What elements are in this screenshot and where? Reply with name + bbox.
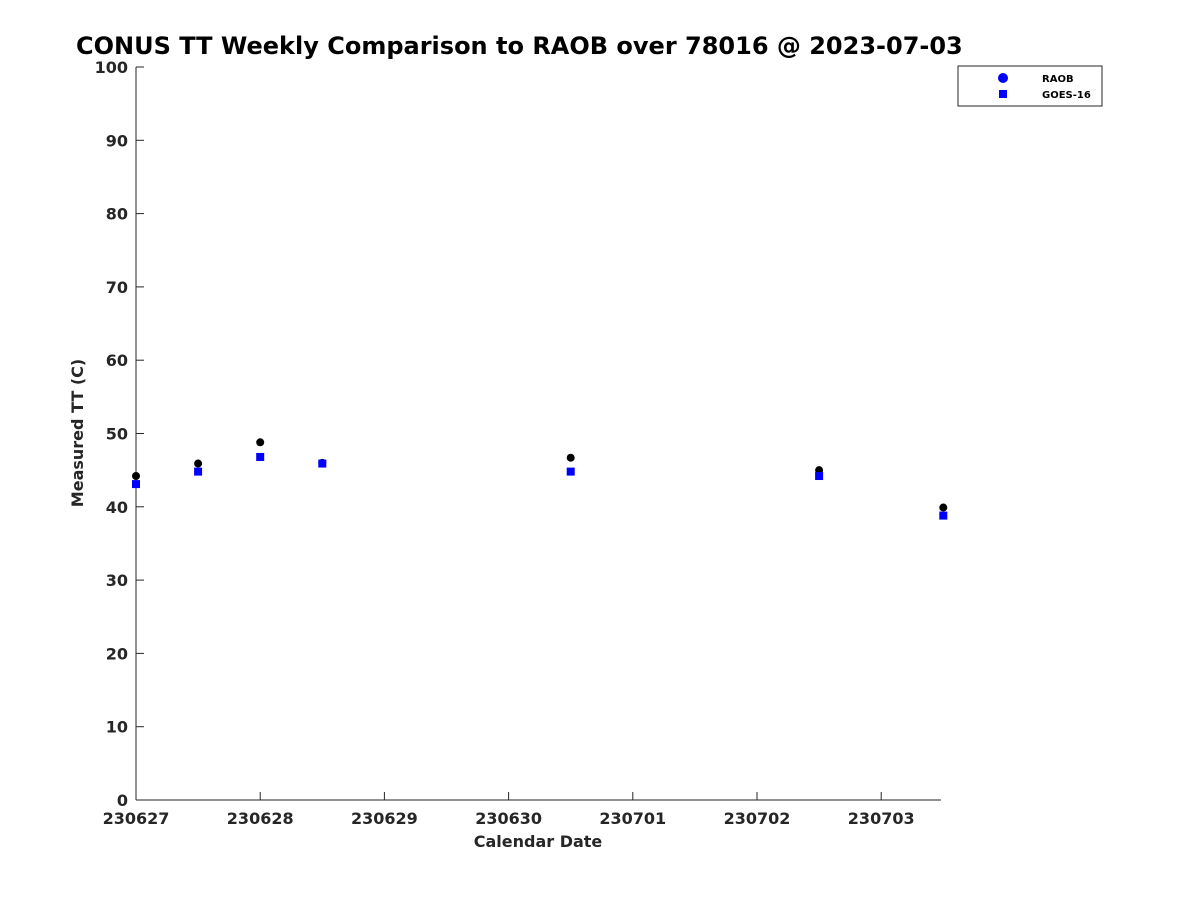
data-point [256,438,265,447]
x-tick-label: 230703 [848,809,915,828]
series-layer [132,438,948,520]
y-axis-label: Measured TT (C) [68,359,87,507]
x-tick-label: 230628 [227,809,294,828]
data-point [256,452,265,461]
series-raob [132,438,948,512]
data-point [939,503,948,512]
x-axis: 230627 230628 230629 230630 230701 230702 2307… [103,792,941,828]
y-tick-label: 50 [106,425,128,444]
data-point [194,467,203,476]
data-point [194,459,203,468]
series-goes-16 [132,452,948,520]
chart-title: CONUS TT Weekly Comparison to RAOB over … [76,32,963,60]
x-tick-label: 230629 [351,809,418,828]
x-tick-label: 230701 [599,809,666,828]
y-tick-label: 10 [106,718,128,737]
legend-box [957,65,1103,107]
data-point [566,453,575,462]
legend-marker [999,90,1007,98]
data-point [132,472,140,481]
y-tick-label: 30 [106,571,128,590]
x-axis-label: Calendar Date [474,832,603,851]
x-tick-label: 230702 [724,809,791,828]
y-axis: 0 10 20 30 40 50 60 70 80 90 100 [95,58,144,810]
data-point [318,459,327,468]
x-tick-label: 230627 [103,809,170,828]
legend-marker [998,73,1008,83]
x-tick-label: 230630 [475,809,542,828]
legend-item: RAOB [998,73,1074,85]
y-tick-label: 0 [117,791,128,810]
y-tick-label: 100 [95,58,128,77]
y-tick-label: 90 [106,131,128,150]
y-tick-label: 70 [106,278,128,297]
legend-label: GOES-16 [1042,90,1091,101]
data-point [566,467,575,476]
y-tick-label: 80 [106,205,128,224]
y-tick-label: 40 [106,498,128,517]
legend-label: RAOB [1042,74,1074,85]
y-tick-label: 60 [106,351,128,370]
legend-item: GOES-16 [999,90,1091,101]
data-point [132,480,140,489]
y-tick-label: 20 [106,644,128,663]
data-point [939,511,948,520]
legend: RAOB GOES-16 [957,65,1103,107]
data-point [815,472,824,481]
